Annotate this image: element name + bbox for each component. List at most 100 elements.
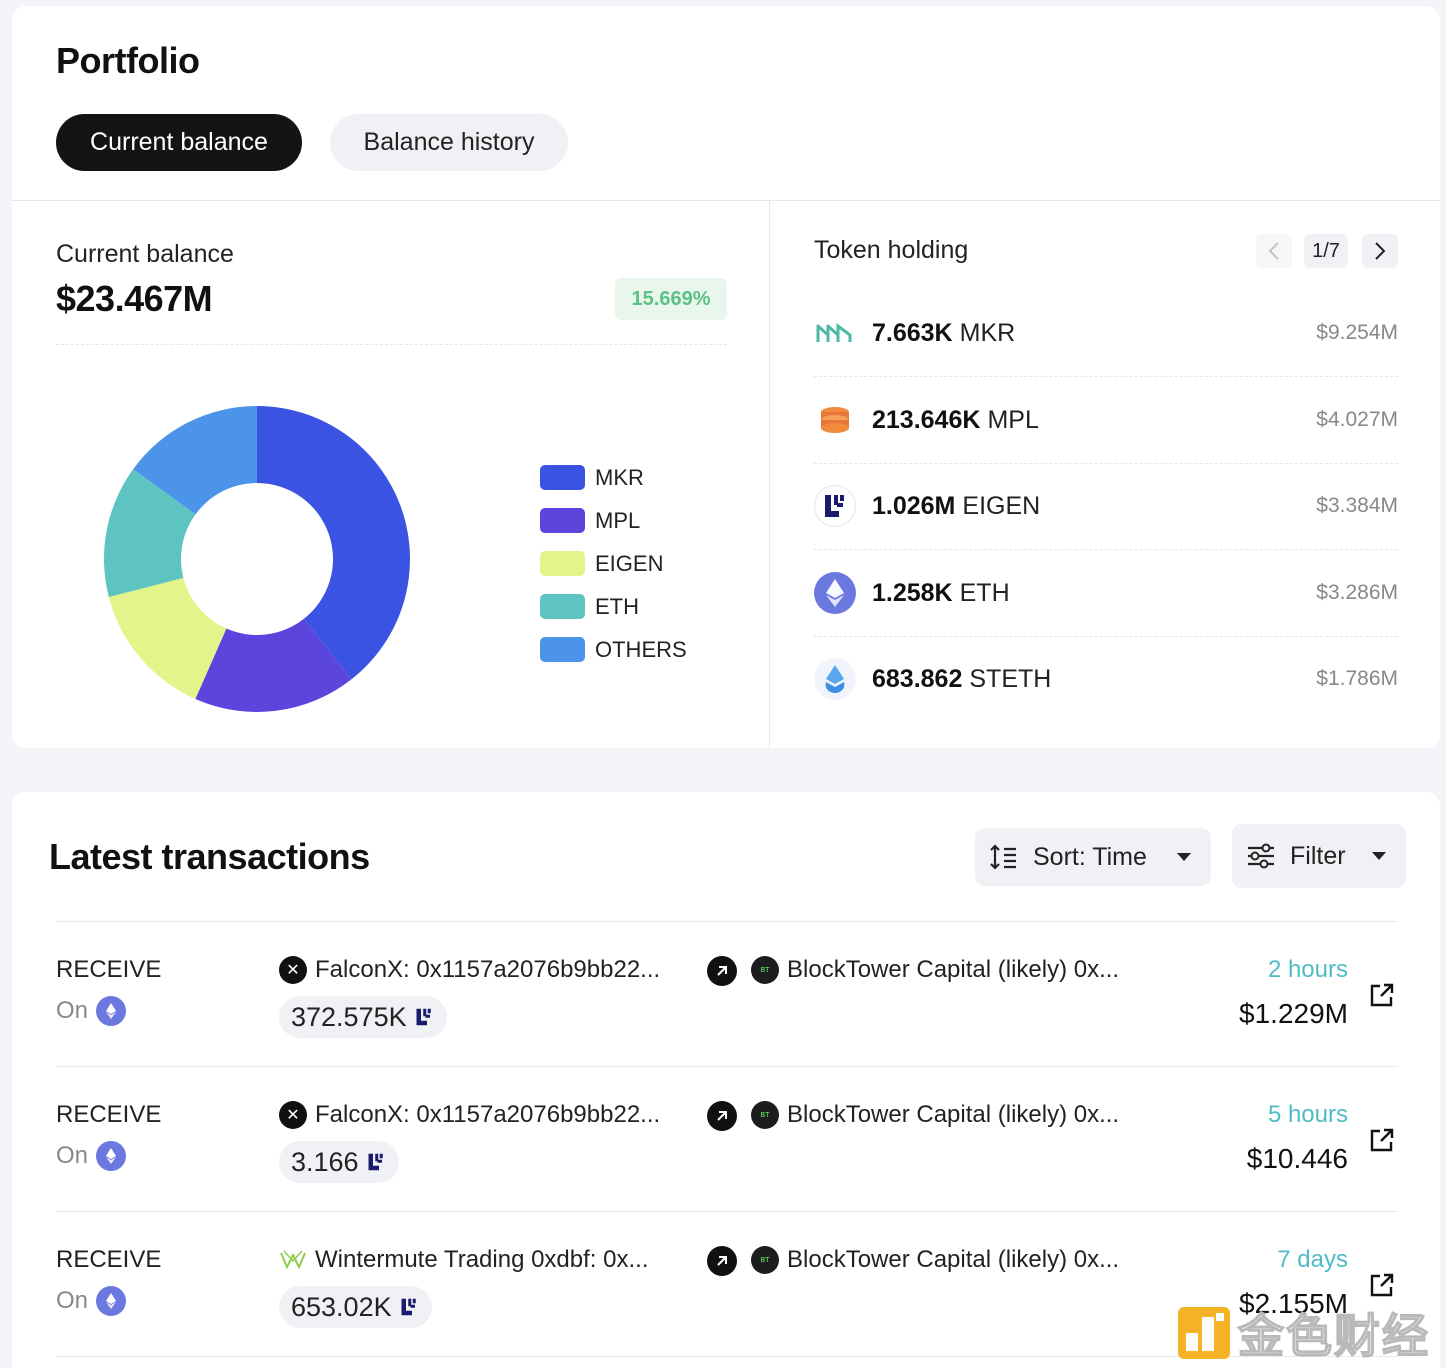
eth-icon — [814, 572, 856, 614]
legend-swatch — [540, 465, 585, 490]
token-amount: 1.026M — [872, 491, 956, 520]
pager-prev-button[interactable] — [1256, 234, 1292, 268]
token-symbol: EIGEN — [962, 491, 1041, 520]
tx-to-entity[interactable]: BT BlockTower Capital (likely) 0x... — [751, 956, 1119, 984]
legend-swatch — [540, 551, 585, 576]
tx-on-label: On — [56, 997, 89, 1024]
current-balance-label: Current balance — [56, 240, 234, 268]
legend-swatch — [540, 508, 585, 533]
eigen-icon — [401, 1298, 416, 1316]
legend-swatch — [540, 637, 585, 662]
pie-slice-others[interactable] — [133, 406, 257, 515]
tx-from-entity[interactable]: ✕ FalconX: 0x1157a2076b9bb22... — [279, 1101, 660, 1129]
token-row-steth[interactable]: 683.862 STETH $1.786M — [814, 636, 1398, 722]
token-row-eth[interactable]: 1.258K ETH $3.286M — [814, 550, 1398, 636]
token-row-mkr[interactable]: 7.663K MKR $9.254M — [814, 290, 1398, 376]
tx-usd-value: $1.229M — [1239, 998, 1348, 1029]
tx-from-label: FalconX: 0x1157a2076b9bb22... — [315, 1101, 661, 1128]
current-balance-value: $23.467M — [56, 278, 213, 319]
legend-swatch — [540, 594, 585, 619]
external-link-icon[interactable] — [1369, 1127, 1395, 1153]
tx-time: 2 hours — [1267, 956, 1348, 983]
tx-amount-value: 3.166 — [291, 1146, 359, 1177]
token-amount: 7.663K — [872, 318, 953, 347]
tx-to-entity[interactable]: BT BlockTower Capital (likely) 0x... — [751, 1246, 1119, 1274]
token-usd-value: $1.786M — [1316, 667, 1398, 690]
tx-type: RECEIVE — [56, 1101, 162, 1128]
token-symbol: ETH — [959, 578, 1010, 607]
transactions-title: Latest transactions — [49, 836, 370, 877]
divider — [56, 1356, 1398, 1357]
token-usd-value: $3.384M — [1316, 494, 1398, 517]
tx-amount: 653.02K — [279, 1286, 432, 1328]
legend-item-others[interactable]: OTHERS — [540, 628, 687, 671]
tx-type: RECEIVE — [56, 956, 162, 983]
table-row[interactable]: RECEIVE On ✕ FalconX: 0x1157a2076b9bb22.… — [56, 1067, 1398, 1212]
eigen-icon — [814, 485, 856, 527]
tx-to-label: BlockTower Capital (likely) 0x... — [787, 956, 1120, 983]
tx-chain: On — [56, 1141, 127, 1171]
legend-item-eigen[interactable]: EIGEN — [540, 542, 687, 585]
blocktower-icon: BT — [751, 956, 779, 984]
tx-usd-value: $2.155M — [1239, 1288, 1348, 1319]
sort-icon — [990, 844, 1016, 870]
token-holding-label: Token holding — [814, 236, 969, 264]
tx-from-entity[interactable]: Wintermute Trading 0xdbf: 0x... — [279, 1246, 648, 1274]
tx-to-label: BlockTower Capital (likely) 0x... — [787, 1246, 1120, 1273]
pie-slice-eigen[interactable] — [108, 577, 227, 700]
eth-icon — [96, 1141, 127, 1171]
pie-slice-mkr[interactable] — [257, 406, 410, 680]
legend-label: OTHERS — [595, 636, 687, 662]
token-symbol: STETH — [969, 664, 1052, 693]
pie-slice-eth[interactable] — [104, 469, 196, 598]
mpl-icon — [814, 399, 856, 441]
tx-time: 5 hours — [1267, 1101, 1348, 1128]
token-symbol: MKR — [959, 318, 1016, 347]
token-amount: 1.258K — [872, 578, 953, 607]
divider — [814, 463, 1398, 464]
legend-item-mpl[interactable]: MPL — [540, 499, 687, 542]
tx-to-label: BlockTower Capital (likely) 0x... — [787, 1101, 1120, 1128]
chevron-down-icon — [1372, 852, 1386, 860]
divider — [56, 1066, 1398, 1067]
tx-amount: 3.166 — [279, 1141, 399, 1183]
tx-amount: 372.575K — [279, 996, 447, 1038]
chevron-right-icon — [1375, 242, 1386, 260]
tab-current-balance[interactable]: Current balance — [56, 114, 302, 171]
table-row[interactable]: RECEIVE On ✕ FalconX: 0x1157a2076b9bb22.… — [56, 922, 1398, 1067]
tx-type: RECEIVE — [56, 1246, 162, 1273]
divider — [56, 344, 727, 345]
arrow-up-right-icon — [707, 1101, 737, 1131]
divider — [814, 636, 1398, 637]
tx-from-label: Wintermute Trading 0xdbf: 0x... — [315, 1246, 649, 1273]
token-row-eigen[interactable]: 1.026M EIGEN $3.384M — [814, 463, 1398, 549]
tx-chain: On — [56, 1286, 127, 1316]
tab-balance-history[interactable]: Balance history — [330, 114, 568, 171]
wintermute-icon — [279, 1246, 307, 1274]
token-usd-value: $4.027M — [1316, 408, 1398, 431]
steth-icon — [814, 658, 856, 700]
divider — [56, 1211, 1398, 1212]
pager-next-button[interactable] — [1362, 234, 1398, 268]
pie-slice-mpl[interactable] — [195, 618, 352, 712]
transactions-card: Latest transactions Sort: Time Filter RE… — [12, 792, 1440, 1368]
table-row[interactable]: RECEIVE On Wintermute Trading 0xdbf: 0x.… — [56, 1212, 1398, 1357]
legend-item-eth[interactable]: ETH — [540, 585, 687, 628]
token-amount: 683.862 — [872, 664, 963, 693]
token-symbol: MPL — [987, 405, 1039, 434]
filter-button[interactable]: Filter — [1232, 824, 1406, 888]
external-link-icon[interactable] — [1369, 982, 1395, 1008]
external-link-icon[interactable] — [1369, 1272, 1395, 1298]
legend-item-mkr[interactable]: MKR — [540, 456, 687, 499]
pager-count: 1/7 — [1304, 234, 1348, 268]
tx-from-entity[interactable]: ✕ FalconX: 0x1157a2076b9bb22... — [279, 956, 660, 984]
eth-icon — [96, 996, 127, 1026]
falconx-icon: ✕ — [279, 956, 307, 984]
tx-to-entity[interactable]: BT BlockTower Capital (likely) 0x... — [751, 1101, 1119, 1129]
token-row-mpl[interactable]: 213.646K MPL $4.027M — [814, 377, 1398, 463]
sort-button[interactable]: Sort: Time — [975, 828, 1211, 886]
watermark-text: 金色财经 — [1237, 1309, 1430, 1363]
token-usd-value: $3.286M — [1316, 581, 1398, 604]
divider — [769, 201, 770, 748]
tx-on-label: On — [56, 1142, 89, 1169]
